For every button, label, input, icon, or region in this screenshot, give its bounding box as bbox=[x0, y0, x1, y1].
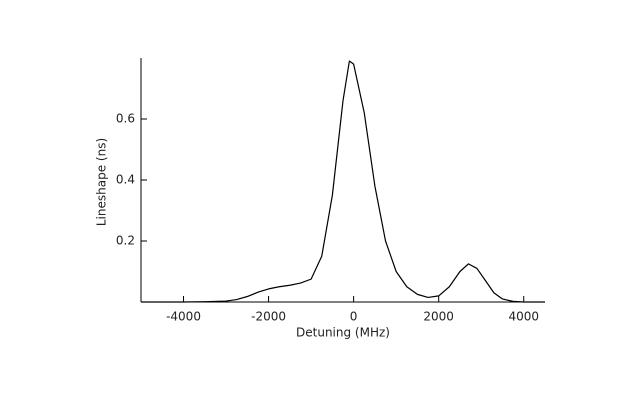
x-axis-label: Detuning (MHz) bbox=[296, 326, 390, 340]
x-tick-label: -2000 bbox=[251, 310, 286, 324]
x-tick-label: 4000 bbox=[508, 310, 539, 324]
line-series bbox=[141, 60, 545, 303]
x-tick-label: 2000 bbox=[423, 310, 454, 324]
x-tick-label: 0 bbox=[350, 310, 358, 324]
y-axis-label: Lineshape (ns) bbox=[95, 138, 109, 226]
y-tick-label: 0.6 bbox=[116, 112, 135, 126]
y-tick-label: 0.2 bbox=[116, 234, 135, 248]
x-tick-label: -4000 bbox=[166, 310, 201, 324]
y-tick-label: 0.4 bbox=[116, 173, 135, 187]
